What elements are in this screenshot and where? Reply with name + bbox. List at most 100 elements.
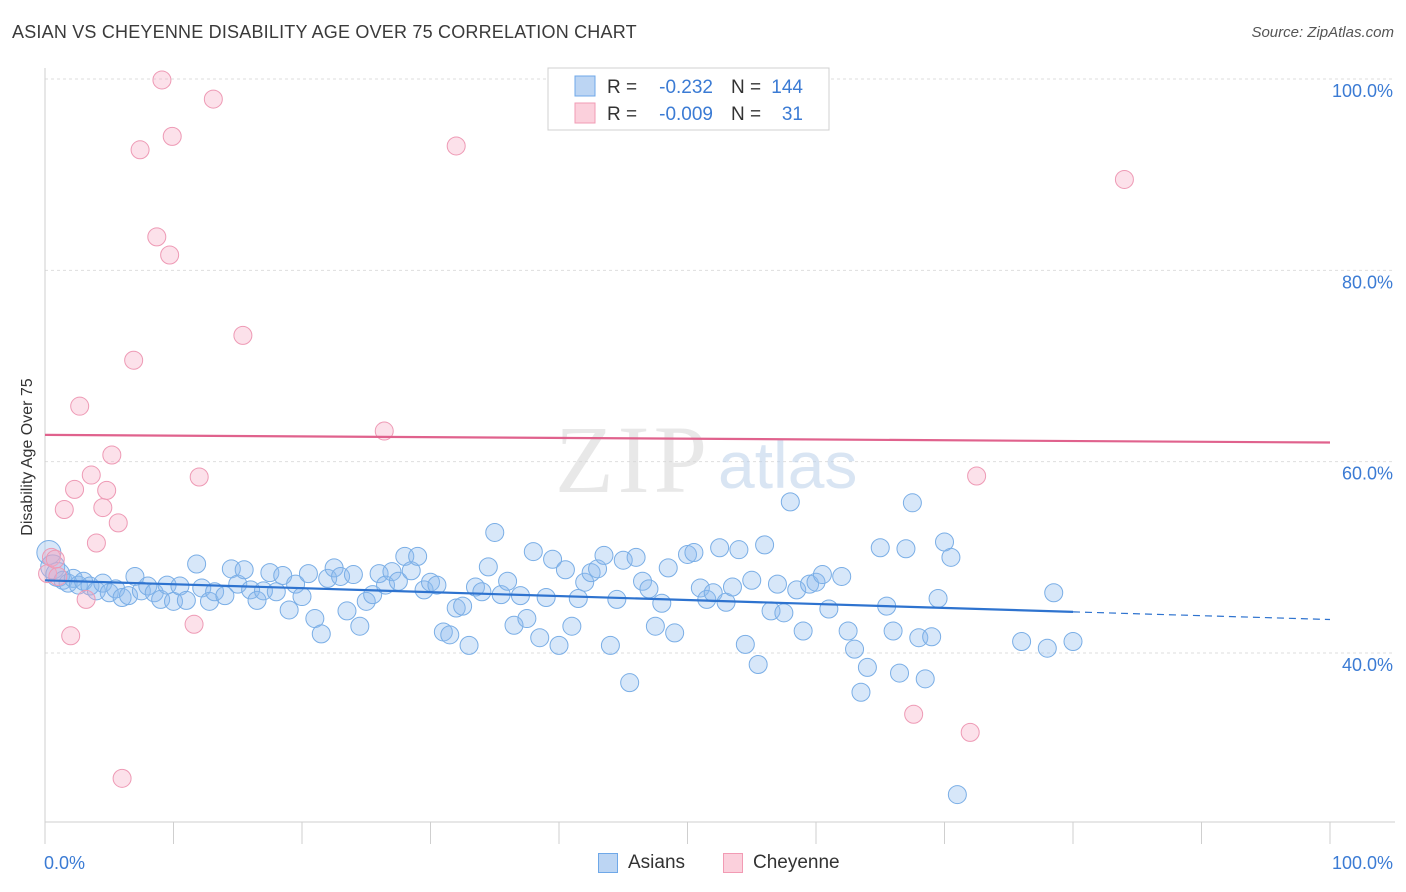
- asians-point: [555, 560, 575, 580]
- asians-point: [767, 574, 787, 594]
- asians-point: [819, 599, 839, 619]
- asians-point: [401, 561, 421, 581]
- correlation-legend: R = -0.232 N = 144 R = -0.009 N = 31: [547, 67, 830, 131]
- watermark-zip: ZIP: [555, 406, 711, 513]
- y-axis-label: Disability Age Over 75: [19, 378, 36, 536]
- cheyenne-point: [97, 480, 117, 500]
- asians-point: [125, 566, 145, 586]
- asians-point: [645, 616, 665, 636]
- asians-point: [780, 492, 800, 512]
- asians-point: [620, 673, 640, 693]
- asians-point: [915, 669, 935, 689]
- asians-point: [838, 621, 858, 641]
- cheyenne-point: [160, 245, 180, 265]
- asians-point: [568, 588, 588, 608]
- cheyenne-point: [65, 479, 85, 499]
- asians-point: [485, 522, 505, 542]
- asians-point: [119, 586, 139, 606]
- cheyenne-point: [184, 614, 204, 634]
- asians-point: [742, 570, 762, 590]
- legend-r-value-asians: -0.232: [659, 77, 713, 98]
- asians-point: [800, 574, 820, 594]
- y-tick-labels: 40.0% 60.0% 80.0% 100.0%: [1332, 81, 1393, 675]
- asians-point: [562, 616, 582, 636]
- cheyenne-point: [61, 626, 81, 646]
- cheyenne-points: [38, 70, 1134, 788]
- legend-label-cheyenne: Cheyenne: [753, 852, 840, 873]
- cheyenne-point: [967, 466, 987, 486]
- asians-point: [755, 535, 775, 555]
- asians-point: [722, 577, 742, 597]
- legend-label-asians: Asians: [628, 852, 686, 873]
- legend-n-label: N =: [731, 77, 761, 98]
- asians-point: [311, 624, 331, 644]
- asians-point: [896, 539, 916, 559]
- asians-point: [941, 547, 961, 567]
- cheyenne-swatch: [723, 853, 743, 873]
- asians-points: [36, 492, 1083, 805]
- asians-point: [652, 593, 672, 613]
- asians-point: [812, 565, 832, 585]
- asians-point: [298, 564, 318, 584]
- y-tick-label: 80.0%: [1342, 272, 1393, 292]
- asians-trend-extension: [1072, 611, 1331, 621]
- asians-point: [845, 639, 865, 659]
- cheyenne-point: [81, 465, 101, 485]
- legend-r-label: R =: [607, 77, 637, 98]
- asians-point: [478, 557, 498, 577]
- legend-r-label: R =: [607, 104, 637, 125]
- cheyenne-point: [86, 533, 106, 553]
- asians-point: [343, 565, 363, 585]
- asians-point: [536, 588, 556, 608]
- asians-point: [793, 621, 813, 641]
- asians-point: [408, 546, 428, 566]
- asians-point: [247, 590, 267, 610]
- asians-point: [665, 623, 685, 643]
- source-label: Source: ZipAtlas.com: [1251, 24, 1394, 41]
- cheyenne-point: [233, 325, 253, 345]
- asians-point: [459, 635, 479, 655]
- cheyenne-point: [374, 421, 394, 441]
- asians-point: [710, 538, 730, 558]
- asians-point: [857, 657, 877, 677]
- asians-point: [607, 589, 627, 609]
- cheyenne-point: [45, 549, 65, 569]
- series-legend: Asians Cheyenne: [0, 850, 1406, 880]
- asians-point: [187, 554, 207, 574]
- asians-point: [575, 572, 595, 592]
- chart-title: ASIAN VS CHEYENNE DISABILITY AGE OVER 75…: [12, 22, 637, 42]
- asians-point: [234, 560, 254, 580]
- asians-point: [523, 542, 543, 562]
- cheyenne-point: [152, 70, 172, 90]
- asians-point: [902, 493, 922, 513]
- asians-point: [498, 571, 518, 591]
- asians-point: [382, 562, 402, 582]
- asians-point: [472, 582, 492, 602]
- asians-swatch: [598, 853, 618, 873]
- cheyenne-point: [48, 566, 68, 586]
- asians-point: [600, 635, 620, 655]
- cheyenne-point: [70, 396, 90, 416]
- asians-point: [928, 588, 948, 608]
- legend-item-asians[interactable]: Asians: [598, 852, 685, 874]
- asians-point: [176, 590, 196, 610]
- asians-point: [228, 574, 248, 594]
- x-tick-labels: 0.0% 100.0%: [44, 853, 1393, 873]
- cheyenne-point: [162, 126, 182, 146]
- asians-point: [626, 547, 646, 567]
- cheyenne-point: [112, 768, 132, 788]
- asians-point: [594, 545, 614, 565]
- asians-point: [883, 621, 903, 641]
- asians-point: [279, 600, 299, 620]
- cheyenne-point: [76, 589, 96, 609]
- asians-point: [658, 558, 678, 578]
- legend-n-value-asians: 144: [771, 77, 803, 98]
- asians-point: [787, 580, 807, 600]
- legend-item-cheyenne[interactable]: Cheyenne: [723, 852, 840, 874]
- cheyenne-point: [102, 445, 122, 465]
- cheyenne-point: [904, 704, 924, 724]
- asians-point: [832, 566, 852, 586]
- asians-point: [112, 588, 132, 608]
- y-tick-label: 40.0%: [1342, 655, 1393, 675]
- cheyenne-point: [147, 227, 167, 247]
